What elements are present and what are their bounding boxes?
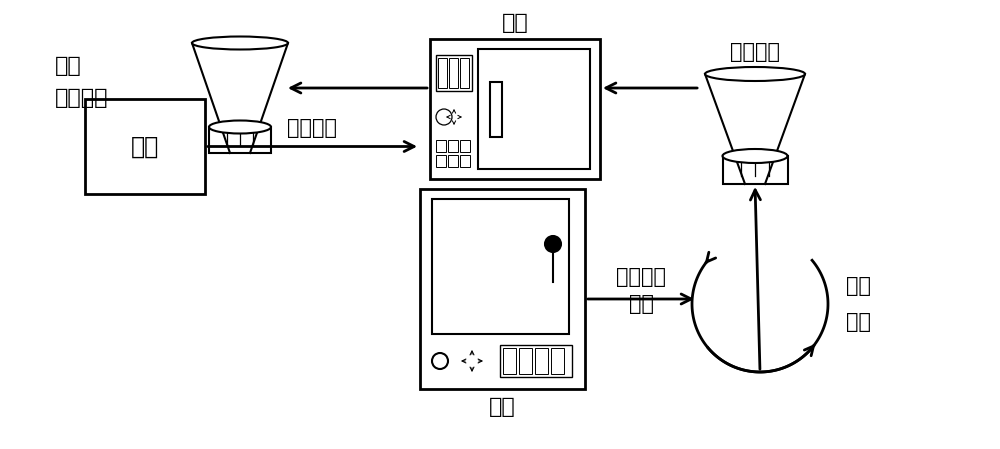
Bar [436,55,472,91]
Bar [460,58,469,88]
Bar [722,156,788,184]
Text: 焙烧: 焙烧 [489,397,516,417]
Bar [519,348,532,374]
Bar [460,155,470,167]
Bar [460,140,470,152]
Bar [430,39,600,179]
Bar [449,58,458,88]
Bar [436,155,446,167]
Text: 赤泥基催: 赤泥基催 [55,88,108,108]
Bar [432,199,569,334]
Bar [535,348,548,374]
Text: 化剂: 化剂 [55,56,82,76]
Text: 真空抽滤: 真空抽滤 [730,42,780,62]
Bar [551,348,564,374]
Text: 赤泥: 赤泥 [131,135,159,158]
Bar [490,82,502,137]
Bar [478,49,590,169]
Text: 研磨破碎: 研磨破碎 [616,267,666,287]
Bar [448,140,458,152]
Text: 加水: 加水 [629,294,654,314]
Ellipse shape [722,149,788,163]
Bar [420,189,585,389]
Text: 磁力: 磁力 [846,276,871,296]
Ellipse shape [705,67,805,81]
Bar [436,140,446,152]
Ellipse shape [192,36,288,49]
Bar [85,99,205,194]
Text: 烘焙: 烘焙 [502,13,528,33]
Bar [500,345,572,377]
Ellipse shape [209,120,271,133]
Bar [438,58,447,88]
Text: 加碱研磨: 加碱研磨 [288,119,338,138]
Bar [209,127,271,153]
Text: 搅拌: 搅拌 [846,312,871,332]
Circle shape [545,236,561,252]
Bar [448,155,458,167]
Bar [503,348,516,374]
